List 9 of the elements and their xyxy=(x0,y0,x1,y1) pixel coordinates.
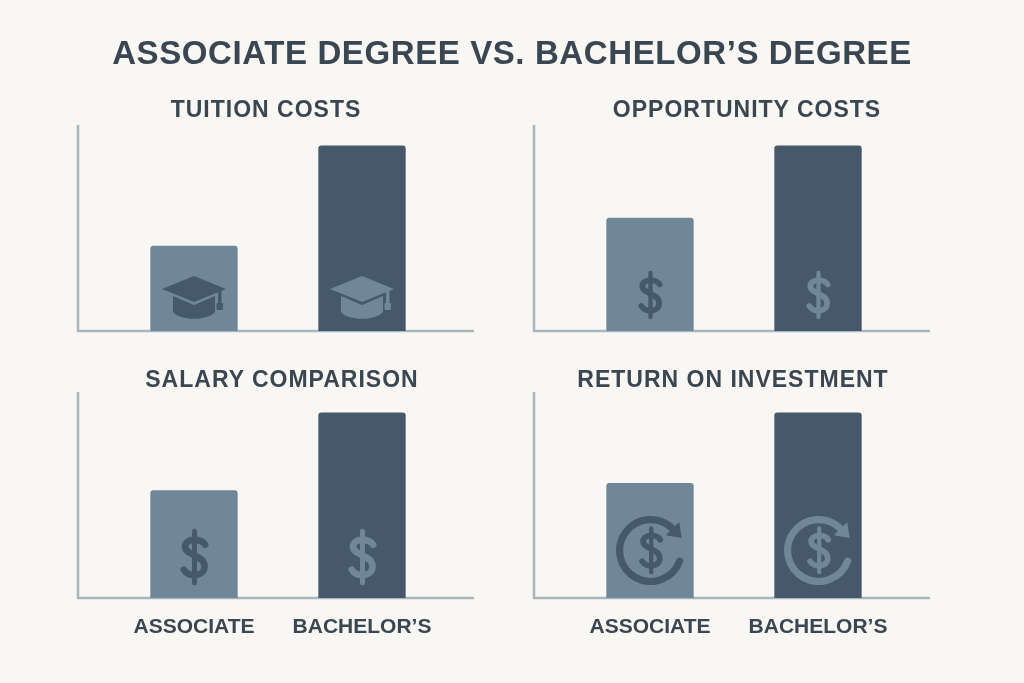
chart-title: OPPORTUNITY COSTS xyxy=(612,95,882,124)
chart-title: SALARY COMPARISON xyxy=(145,365,419,394)
x-tick-label: ASSOCIATE xyxy=(589,614,711,638)
chart-title: RETURN ON INVESTMENT xyxy=(577,365,889,394)
x-tick-label: BACHELOR’S xyxy=(748,614,888,638)
x-tick-label: ASSOCIATE xyxy=(133,614,255,638)
x-tick-label: BACHELOR’S xyxy=(292,614,432,638)
text: ASSOCIATE DEGREE VS. BACHELOR’S DEGREE xyxy=(111,33,913,73)
chart-title: TUITION COSTS xyxy=(170,95,362,124)
